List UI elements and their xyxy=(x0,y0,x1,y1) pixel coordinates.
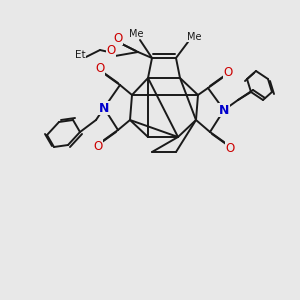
Text: Et: Et xyxy=(75,50,85,60)
Text: Me: Me xyxy=(187,32,201,42)
Text: O: O xyxy=(113,32,123,44)
Text: Me: Me xyxy=(129,29,143,39)
Text: N: N xyxy=(99,101,109,115)
Text: O: O xyxy=(93,140,103,152)
Text: O: O xyxy=(224,65,232,79)
Text: O: O xyxy=(106,44,116,58)
Text: O: O xyxy=(95,62,105,76)
Text: N: N xyxy=(219,103,229,116)
Text: O: O xyxy=(225,142,235,154)
